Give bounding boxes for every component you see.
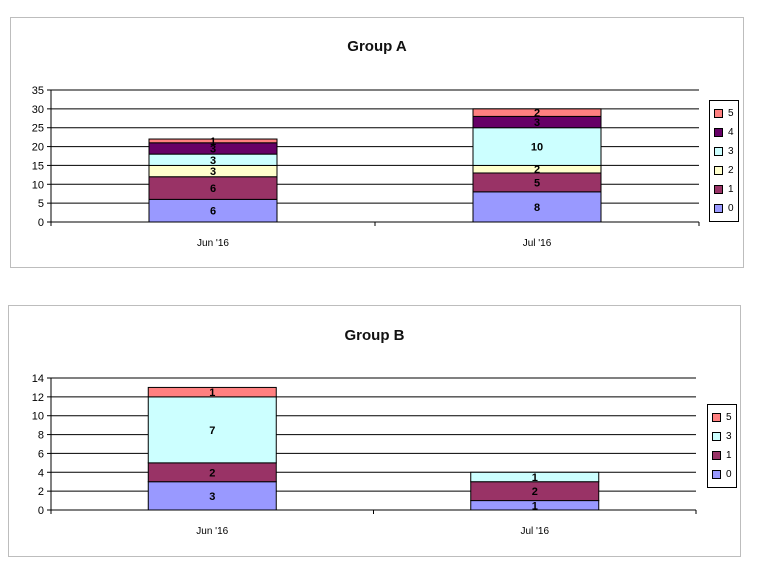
legend-item: 1 [714,180,734,199]
legend-item: 1 [712,446,732,465]
data-label: 2 [534,164,540,176]
legend-swatch [712,470,721,479]
legend-swatch [714,109,723,118]
y-tick-label: 12 [32,392,44,404]
data-label: 2 [209,467,215,479]
bar-segment [148,138,278,144]
legend-label: 3 [726,431,732,442]
y-tick-label: 15 [32,160,44,172]
data-label: 2 [534,108,540,120]
data-label: 3 [210,155,216,167]
data-label: 2 [532,486,538,498]
y-tick-label: 0 [38,505,44,517]
data-label: 6 [210,206,216,218]
legend-label: 1 [726,450,732,461]
legend-swatch [714,204,723,213]
y-tick-label: 2 [38,486,44,498]
bar-segment [147,386,277,398]
legend-label: 3 [728,146,734,157]
legend-label: 1 [728,184,734,195]
legend-swatch [712,451,721,460]
legend-item: 4 [714,123,734,142]
bar-segment [470,471,600,483]
data-label: 3 [209,491,215,503]
chart-group-a: Group A 0 5 10 15 20 25 30 35 6 6 3 3 3 1 Jun '16 8 5 2 10… [10,17,744,268]
bar-segment [147,481,277,511]
legend-label: 5 [728,108,734,119]
legend-label: 0 [728,203,734,214]
y-tick-label: 0 [38,217,44,229]
legend-swatch [714,185,723,194]
chart-title: Group B [344,327,405,344]
y-tick-label: 5 [38,198,44,210]
x-tick-label: Jul '16 [520,526,549,537]
data-label: 10 [531,142,543,154]
y-tick-label: 10 [32,179,44,191]
data-label: 3 [534,117,540,129]
legend-item: 3 [712,427,732,446]
data-label: 3 [210,143,216,155]
x-tick-label: Jun '16 [197,238,229,249]
legend-item: 2 [714,161,734,180]
chart-group-b: Group B 0 2 4 6 8 10 12 14 3 2 7 1 Jun '16 1 2 1 Jul '16… [8,305,741,557]
legend-label: 4 [728,127,734,138]
data-label: 3 [210,166,216,178]
chart-legend: 5 3 1 0 [707,404,737,488]
legend-swatch [712,432,721,441]
y-tick-label: 8 [38,430,44,442]
y-tick-label: 10 [32,411,44,423]
legend-item: 5 [714,104,734,123]
y-tick-label: 30 [32,104,44,116]
data-label: 1 [209,387,215,399]
legend-swatch [714,147,723,156]
legend-swatch [712,413,721,422]
data-label: 8 [534,202,540,214]
bar-segment [472,191,602,223]
data-label: 6 [210,183,216,195]
legend-item: 5 [712,408,732,427]
y-tick-label: 35 [32,85,44,97]
legend-item: 3 [714,142,734,161]
y-tick-label: 20 [32,142,44,154]
legend-swatch [714,128,723,137]
legend-label: 0 [726,469,732,480]
data-label: 7 [209,425,215,437]
data-label: 1 [532,472,538,484]
data-label: 1 [210,136,216,148]
legend-label: 5 [726,412,732,423]
x-tick-label: Jun '16 [196,526,228,537]
y-tick-label: 25 [32,123,44,135]
chart-title: Group A [347,38,407,55]
chart-legend: 5 4 3 2 1 0 [709,100,739,222]
bar-segment [472,108,602,117]
legend-swatch [714,166,723,175]
bar-segment [147,396,277,464]
data-label: 5 [534,177,540,189]
y-tick-label: 14 [32,373,44,385]
x-tick-label: Jul '16 [523,238,552,249]
legend-label: 2 [728,165,734,176]
bar-segment [472,127,602,166]
legend-item: 0 [714,199,734,218]
y-tick-label: 4 [38,467,44,479]
y-tick-label: 6 [38,448,44,460]
legend-item: 0 [712,465,732,484]
data-label: 1 [532,500,538,512]
